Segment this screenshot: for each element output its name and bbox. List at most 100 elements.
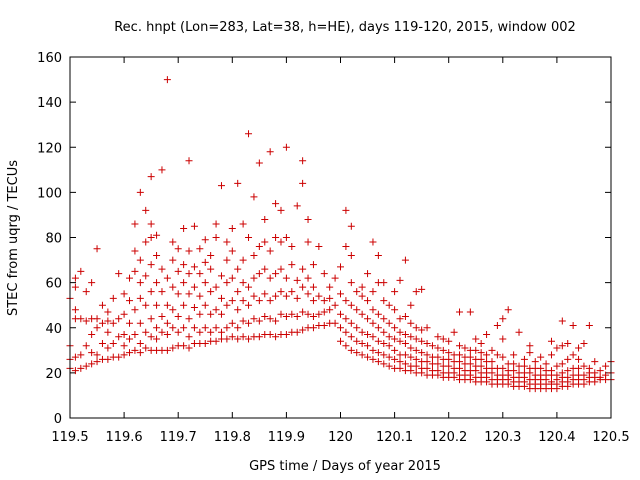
data-point [93,351,101,359]
data-point [272,317,280,325]
data-point [277,206,285,214]
data-point [261,290,269,298]
data-point [185,157,193,165]
data-point [374,358,382,366]
y-tick-label: 0 [54,412,62,427]
data-point [477,355,485,363]
data-point [353,324,361,332]
data-point [299,283,307,291]
data-point [185,315,193,323]
data-point [347,252,355,260]
data-point [245,234,253,241]
data-point [223,238,231,246]
data-point [358,328,366,336]
data-point [564,340,572,348]
data-point [277,310,285,318]
data-point [212,220,220,228]
data-point [315,310,323,318]
data-point [391,306,399,314]
y-tick-label: 60 [45,277,62,292]
data-point [585,364,593,372]
data-point [342,342,350,350]
data-point [320,270,328,278]
data-point [391,335,399,343]
data-point [602,371,610,379]
data-point [115,270,123,278]
data-point [239,317,247,325]
data-point [223,335,231,343]
data-point [207,265,215,273]
data-point [374,310,382,318]
data-point [174,290,182,298]
data-point [201,236,209,244]
data-point [401,312,409,320]
data-point [169,306,177,314]
data-point [77,267,85,275]
data-point [266,148,274,156]
data-point [266,331,274,339]
data-point [407,344,415,352]
data-point [309,283,317,291]
data-point [185,247,193,255]
data-point [450,328,458,336]
data-point [396,276,404,284]
data-point [358,340,366,348]
data-point [131,346,139,354]
data-point [234,306,242,314]
data-point [299,157,307,165]
data-point [250,193,258,201]
data-point [282,312,290,320]
data-point [169,238,177,246]
data-point [228,297,236,305]
data-point [142,206,150,214]
data-point [147,173,155,181]
data-point [185,290,193,298]
data-point [153,324,161,332]
data-point [456,308,464,316]
data-point [88,349,96,357]
data-point [109,294,117,302]
data-point [282,234,290,241]
data-point [423,364,431,372]
data-point [71,367,79,375]
data-point [580,362,588,370]
y-tick-label: 120 [37,141,62,156]
data-point [245,283,253,291]
data-point [309,312,317,320]
data-point [98,319,106,327]
data-point [466,308,474,316]
data-point [136,294,144,302]
data-point [369,288,377,296]
data-point [337,310,344,318]
data-point [228,274,236,282]
data-point [169,324,177,332]
data-point [158,166,166,174]
data-point [380,360,388,368]
data-point [217,310,225,318]
data-point [277,265,285,273]
data-point [104,308,112,316]
data-point [320,297,328,305]
data-point [115,333,123,341]
data-point [369,355,377,363]
data-point [510,367,518,375]
data-point [596,367,604,375]
data-point [347,319,355,327]
data-point [245,130,253,138]
data-point [266,297,274,305]
x-tick-label: 119.7 [160,430,197,445]
data-point [412,355,420,363]
data-point [510,360,518,368]
data-point [245,319,253,327]
data-point [575,364,583,372]
data-points [66,76,615,393]
data-point [255,270,263,278]
data-point [407,353,415,361]
data-point [104,317,112,325]
data-point [293,328,301,336]
data-point [445,349,453,357]
data-point [401,351,409,359]
data-point [380,315,388,323]
